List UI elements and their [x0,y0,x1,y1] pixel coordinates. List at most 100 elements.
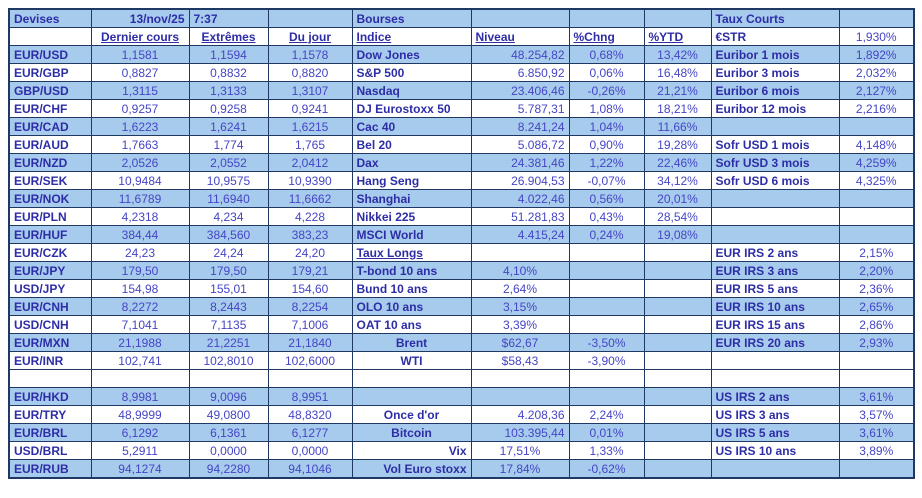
index-name-cell: Bel 20 [351,135,472,154]
index-name-cell: Vol Euro stoxx [351,459,472,479]
table-row: EUR/CHF 0,9257 0,9258 0,9241 DJ Eurostoxx 50… [8,99,915,118]
table-row: EUR/NZD 2,0526 2,0552 2,0412 Dax 24.381,46 1,2… [8,153,915,172]
table-row: USD/BRL 5,2911 0,0000 0,0000 Vix 17,51% 1,33% U… [8,441,915,460]
extremes-cell: 6,1361 [188,423,269,442]
day-price-cell: 154,60 [267,279,353,298]
rate-value-cell [838,225,915,244]
table-row: GBP/USD 1,3115 1,3133 1,3107 Nasdaq 23.406,46… [8,81,915,100]
extremes-cell: 1,774 [188,135,269,154]
market-data-table: Devises 13/nov/25 7:37 Bourses Taux Courts De… [8,8,915,479]
spacer-cell [267,8,353,28]
rate-value-cell [838,459,915,479]
day-price-cell: 2,0412 [267,153,353,172]
pct-change-cell: 1,04% [568,117,645,136]
pct-change-cell [568,387,645,406]
pct-change-cell: 0,90% [568,135,645,154]
pct-change-cell [568,315,645,334]
pct-ytd-cell [643,279,712,298]
extremes-cell: 0,9258 [188,99,269,118]
last-price-cell: 10,9484 [90,171,190,190]
rate-value-cell: 3,89% [838,441,915,460]
extremes-cell: 7,1135 [188,315,269,334]
currency-pair-cell: EUR/AUD [8,135,92,154]
index-level-cell: 3,15% [470,297,570,316]
col-header-du-jour: Du jour [267,27,353,46]
currency-pair-cell: EUR/PLN [8,207,92,226]
rate-label-cell [710,459,840,479]
rate-value-cell: 2,93% [838,333,915,352]
day-price-cell: 6,1277 [267,423,353,442]
last-price-cell: 1,6223 [90,117,190,136]
rate-value-cell: 2,15% [838,243,915,262]
pct-ytd-cell: 18,21% [643,99,712,118]
extremes-cell: 155,01 [188,279,269,298]
index-level-cell [470,369,570,388]
day-price-cell: 1,6215 [267,117,353,136]
last-price-cell: 5,2911 [90,441,190,460]
index-level-cell: 17,84% [470,459,570,479]
last-price-cell: 0,9257 [90,99,190,118]
rate-value-cell: 2,032% [838,63,915,82]
rate-label-cell: Euribor 6 mois [710,81,840,100]
table-row: EUR/BRL 6,1292 6,1361 6,1277 Bitcoin 103.395,… [8,423,915,442]
date-label: 13/nov/25 [90,8,190,28]
currency-pair-cell: EUR/NOK [8,189,92,208]
pct-change-cell: 1,33% [568,441,645,460]
spacer-cell [568,8,645,28]
index-level-cell: 48.254,82 [470,45,570,64]
pct-ytd-cell: 20,01% [643,189,712,208]
last-price-cell: 4,2318 [90,207,190,226]
index-level-cell: 5.086,72 [470,135,570,154]
pct-change-cell: -0,62% [568,459,645,479]
rate-value-cell: 3,61% [838,423,915,442]
last-price-cell [90,369,190,388]
day-price-cell: 1,765 [267,135,353,154]
extremes-cell: 0,8832 [188,63,269,82]
rate-label-cell: Euribor 3 mois [710,63,840,82]
day-price-cell: 383,23 [267,225,353,244]
currency-pair-cell: GBP/USD [8,81,92,100]
currency-pair-cell: EUR/HUF [8,225,92,244]
currency-pair-cell: EUR/CHF [8,99,92,118]
table-row: EUR/NOK 11,6789 11,6940 11,6662 Shanghai 4.02… [8,189,915,208]
rate-label-cell [710,117,840,136]
currency-pair-cell: EUR/TRY [8,405,92,424]
index-name-cell: Taux Longs [351,243,472,262]
col-header-dernier-cours: Dernier cours [90,27,190,46]
index-name-cell: Cac 40 [351,117,472,136]
pct-ytd-cell [643,261,712,280]
rate-value-cell: 3,61% [838,387,915,406]
day-price-cell: 1,1578 [267,45,353,64]
table-row: EUR/HUF 384,44 384,560 383,23 MSCI World 4.41… [8,225,915,244]
pct-ytd-cell [643,369,712,388]
pct-ytd-cell [643,387,712,406]
index-level-cell: 51.281,83 [470,207,570,226]
day-price-cell: 8,2254 [267,297,353,316]
currency-pair-cell: EUR/GBP [8,63,92,82]
last-price-cell: 24,23 [90,243,190,262]
rate-label-cell: EUR IRS 20 ans [710,333,840,352]
last-price-cell: 7,1041 [90,315,190,334]
day-price-cell: 0,0000 [267,441,353,460]
table-row: EUR/JPY 179,50 179,50 179,21 T-bond 10 ans 4,… [8,261,915,280]
day-price-cell: 179,21 [267,261,353,280]
index-name-cell: Nasdaq [351,81,472,100]
pct-ytd-cell: 19,08% [643,225,712,244]
rate-value-cell: 2,36% [838,279,915,298]
day-price-cell: 24,20 [267,243,353,262]
currency-pair-cell: EUR/NZD [8,153,92,172]
currency-pair-cell: EUR/INR [8,351,92,370]
pct-change-cell: -0,07% [568,171,645,190]
last-price-cell: 8,2272 [90,297,190,316]
currency-pair-cell: EUR/USD [8,45,92,64]
last-price-cell: 1,1581 [90,45,190,64]
last-price-cell: 21,1988 [90,333,190,352]
rate-label-cell: EUR IRS 15 ans [710,315,840,334]
spacer-cell [470,8,570,28]
pct-ytd-cell [643,405,712,424]
index-level-cell: 26.904,53 [470,171,570,190]
index-name-cell: Dax [351,153,472,172]
extremes-cell: 384,560 [188,225,269,244]
last-price-cell: 6,1292 [90,423,190,442]
index-level-cell: $62,67 [470,333,570,352]
